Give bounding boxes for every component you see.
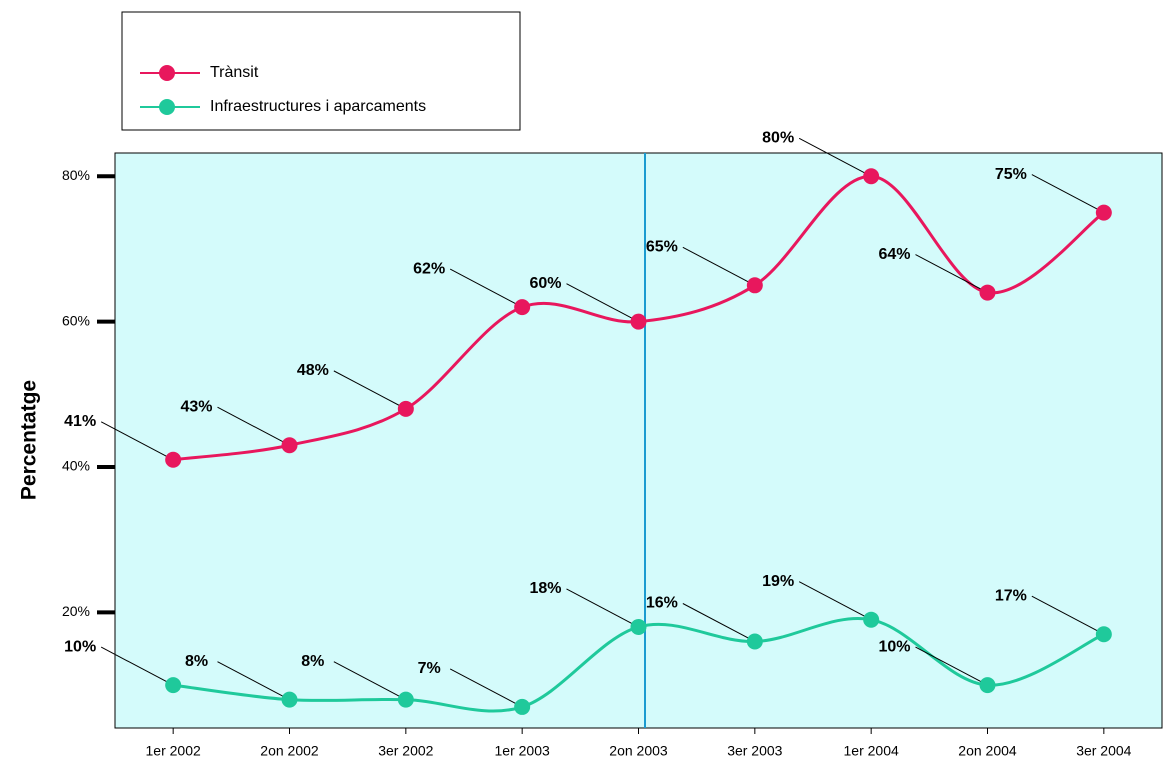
- point: [863, 168, 880, 185]
- point: [281, 437, 298, 454]
- series-line: [172, 174, 1105, 462]
- label-leader: [449, 668, 523, 708]
- legend-marker: [159, 99, 175, 115]
- label-leader: [1031, 174, 1105, 214]
- data-label: 16%: [646, 595, 678, 612]
- label-leader: [333, 661, 407, 701]
- data-label: 43%: [180, 398, 212, 415]
- point: [1095, 626, 1112, 643]
- data-label: 8%: [185, 653, 208, 670]
- label-leader: [333, 370, 407, 410]
- x-tick-label: 3er 2002: [378, 743, 433, 759]
- legend-label: Infraestructures i aparcaments: [210, 98, 426, 115]
- data-label: 19%: [762, 573, 794, 590]
- label-leader: [682, 246, 756, 286]
- data-label: 60%: [529, 275, 561, 292]
- point: [746, 633, 763, 650]
- label-leader: [915, 646, 988, 686]
- label-leader: [449, 268, 523, 308]
- point: [165, 451, 182, 468]
- point: [165, 677, 182, 694]
- x-tick-label: 1er 2004: [844, 743, 899, 759]
- data-label: 62%: [413, 260, 445, 277]
- data-label: 75%: [995, 166, 1027, 183]
- data-label: 17%: [995, 587, 1027, 604]
- data-label: 41%: [64, 413, 96, 430]
- label-leader: [1031, 595, 1105, 635]
- point: [281, 691, 298, 708]
- point: [979, 677, 996, 694]
- label-leader: [798, 581, 872, 621]
- point: [630, 618, 647, 635]
- label-leader: [915, 254, 988, 294]
- plot-area: [114, 152, 1163, 729]
- point: [1095, 204, 1112, 221]
- point: [863, 611, 880, 628]
- point: [397, 400, 414, 417]
- x-tick-label: 1er 2003: [495, 743, 550, 759]
- data-label: 80%: [762, 129, 794, 146]
- data-label: 64%: [878, 246, 910, 263]
- data-label: 10%: [878, 638, 910, 655]
- x-tick-label: 2on 2003: [609, 743, 668, 759]
- y-tick-label: 20%: [62, 603, 90, 619]
- point: [514, 698, 531, 715]
- x-tick-label: 2on 2002: [260, 743, 319, 759]
- label-leader: [566, 588, 639, 628]
- data-label: 18%: [529, 580, 561, 597]
- point: [397, 691, 414, 708]
- y-tick-label: 60%: [62, 312, 90, 328]
- x-tick-label: 3er 2004: [1076, 743, 1131, 759]
- x-tick-label: 1er 2002: [146, 743, 201, 759]
- label-leader: [217, 661, 290, 701]
- label-leader: [682, 603, 756, 642]
- legend-marker: [159, 65, 175, 81]
- point: [979, 284, 996, 301]
- data-label: 48%: [297, 362, 329, 379]
- data-label: 65%: [646, 239, 678, 256]
- legend-label: Trànsit: [210, 64, 259, 81]
- point: [514, 299, 531, 316]
- label-leader: [100, 646, 174, 686]
- point: [630, 313, 647, 330]
- label-leader: [217, 406, 290, 446]
- label-leader: [100, 421, 174, 461]
- point: [746, 277, 763, 294]
- data-label: 8%: [301, 653, 324, 670]
- y-tick-label: 80%: [62, 167, 90, 183]
- label-leader: [798, 137, 872, 177]
- x-tick-label: 3er 2003: [727, 743, 782, 759]
- x-tick-label: 2on 2004: [958, 743, 1017, 759]
- data-label: 7%: [418, 660, 441, 677]
- label-leader: [566, 283, 639, 323]
- data-label: 10%: [64, 638, 96, 655]
- y-tick-label: 40%: [62, 458, 90, 474]
- y-axis-label: Percentatge: [18, 380, 41, 500]
- legend: [121, 11, 521, 131]
